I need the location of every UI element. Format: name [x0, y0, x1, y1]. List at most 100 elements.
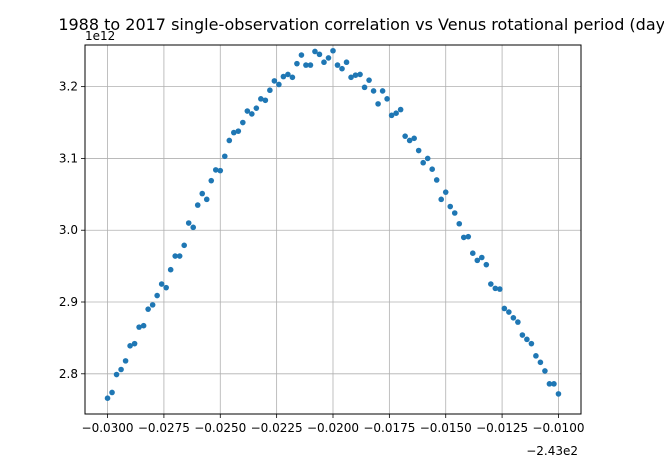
- x-axis-offset-label: −2.43e2: [526, 444, 578, 458]
- data-point: [330, 47, 336, 54]
- data-point: [533, 353, 539, 359]
- data-point: [451, 210, 458, 216]
- data-point: [154, 292, 160, 299]
- y-tick-label: 3.1: [59, 151, 78, 165]
- data-point: [199, 190, 206, 197]
- data-point: [551, 381, 557, 387]
- data-point: [420, 159, 426, 166]
- data-point: [492, 285, 499, 292]
- x-tick-label: −0.0300: [82, 421, 134, 435]
- data-point: [388, 112, 395, 119]
- y-tick-label: 2.8: [59, 367, 78, 381]
- data-point: [176, 253, 183, 259]
- data-point: [131, 340, 138, 347]
- data-point: [474, 257, 481, 264]
- data-point: [221, 153, 228, 160]
- data-point: [104, 395, 111, 402]
- data-point: [393, 110, 399, 117]
- data-point: [465, 233, 472, 240]
- data-point: [285, 71, 291, 78]
- data-point: [190, 224, 197, 231]
- data-point: [384, 96, 390, 102]
- y-axis-offset-label: 1e12: [85, 29, 115, 43]
- data-point: [249, 111, 255, 117]
- y-axis: 2.8 2.9 3.0 3.1 3.2: [59, 80, 85, 381]
- data-point: [343, 59, 350, 66]
- data-point: [145, 306, 151, 312]
- data-point: [366, 77, 372, 83]
- data-point: [258, 96, 264, 102]
- data-point: [294, 60, 300, 67]
- scatter-points: [104, 47, 562, 402]
- data-point: [140, 322, 147, 329]
- data-point: [510, 315, 517, 321]
- data-point: [370, 88, 377, 94]
- x-tick-label: −0.0275: [138, 421, 190, 435]
- data-point: [316, 51, 323, 58]
- data-point: [438, 196, 445, 203]
- data-point: [528, 340, 535, 347]
- data-point: [118, 366, 124, 373]
- data-point: [122, 358, 129, 364]
- data-point: [488, 281, 494, 287]
- data-point: [357, 71, 363, 78]
- data-point: [546, 381, 553, 387]
- data-point: [460, 234, 467, 241]
- y-tick-label: 2.9: [59, 295, 78, 309]
- data-point: [271, 78, 278, 84]
- data-point: [537, 359, 544, 366]
- data-point: [424, 155, 431, 162]
- data-point: [163, 284, 169, 291]
- data-point: [402, 133, 408, 139]
- data-point: [307, 62, 314, 68]
- x-tick-label: −0.0175: [363, 421, 415, 435]
- data-point: [172, 253, 178, 259]
- data-point: [542, 368, 548, 374]
- data-point: [181, 242, 187, 249]
- x-tick-label: −0.0250: [194, 421, 246, 435]
- data-point: [217, 167, 224, 174]
- data-point: [483, 261, 490, 268]
- data-point: [167, 266, 174, 273]
- x-tick-label: −0.0225: [251, 421, 303, 435]
- data-point: [244, 108, 251, 114]
- data-point: [208, 177, 215, 184]
- chart-title: 1988 to 2017 single-observation correlat…: [58, 15, 664, 34]
- x-tick-label: −0.0200: [307, 421, 359, 435]
- data-point: [298, 52, 305, 58]
- data-point: [506, 309, 512, 315]
- data-point: [555, 391, 562, 397]
- data-point: [519, 332, 526, 338]
- data-point: [524, 336, 530, 343]
- data-point: [194, 202, 201, 208]
- data-point: [447, 203, 454, 210]
- data-point: [429, 166, 436, 172]
- data-point: [352, 72, 359, 78]
- data-point: [456, 220, 463, 227]
- data-point: [479, 254, 485, 261]
- data-point: [334, 62, 341, 68]
- x-axis: −0.0300 −0.0275 −0.0250 −0.0225 −0.0200 −0.01…: [82, 414, 584, 435]
- data-point: [185, 220, 192, 226]
- data-point: [501, 305, 508, 312]
- data-point: [280, 73, 287, 80]
- data-point: [497, 286, 503, 292]
- data-point: [127, 342, 133, 349]
- data-point: [262, 97, 269, 104]
- data-point: [203, 196, 210, 203]
- data-point: [339, 65, 345, 72]
- grid-lines: [85, 45, 581, 414]
- data-point: [442, 189, 449, 195]
- data-point: [433, 177, 440, 183]
- data-point: [149, 302, 156, 308]
- data-point: [379, 88, 386, 94]
- x-tick-label: −0.0100: [532, 421, 584, 435]
- data-point: [276, 81, 282, 88]
- data-point: [321, 59, 327, 66]
- x-tick-label: −0.0150: [420, 421, 472, 435]
- data-point: [231, 129, 237, 136]
- data-point: [361, 84, 368, 91]
- data-point: [397, 106, 404, 113]
